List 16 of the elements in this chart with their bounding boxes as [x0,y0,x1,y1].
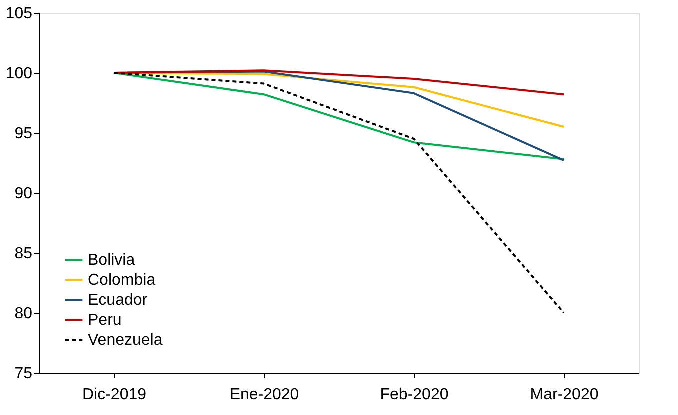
x-tick-label: Feb-2020 [380,386,449,404]
y-tick-label: 75 [14,366,33,382]
x-tick-label: Dic-2019 [82,386,147,404]
x-tick-label: Ene-2020 [230,386,300,404]
x-tick-label: Mar-2020 [530,386,599,404]
y-tick-label: 90 [14,186,33,202]
y-tick-label: 85 [14,246,33,262]
y-tick-label: 105 [6,6,33,22]
legend-label: Colombia [88,272,156,289]
legend-label: Peru [88,312,122,329]
legend-label: Venezuela [88,332,163,349]
legend-label: Bolivia [88,252,136,269]
y-tick-label: 95 [14,126,33,142]
y-tick-label: 80 [14,306,33,322]
legend-label: Ecuador [88,292,148,309]
y-tick-label: 100 [6,66,33,82]
